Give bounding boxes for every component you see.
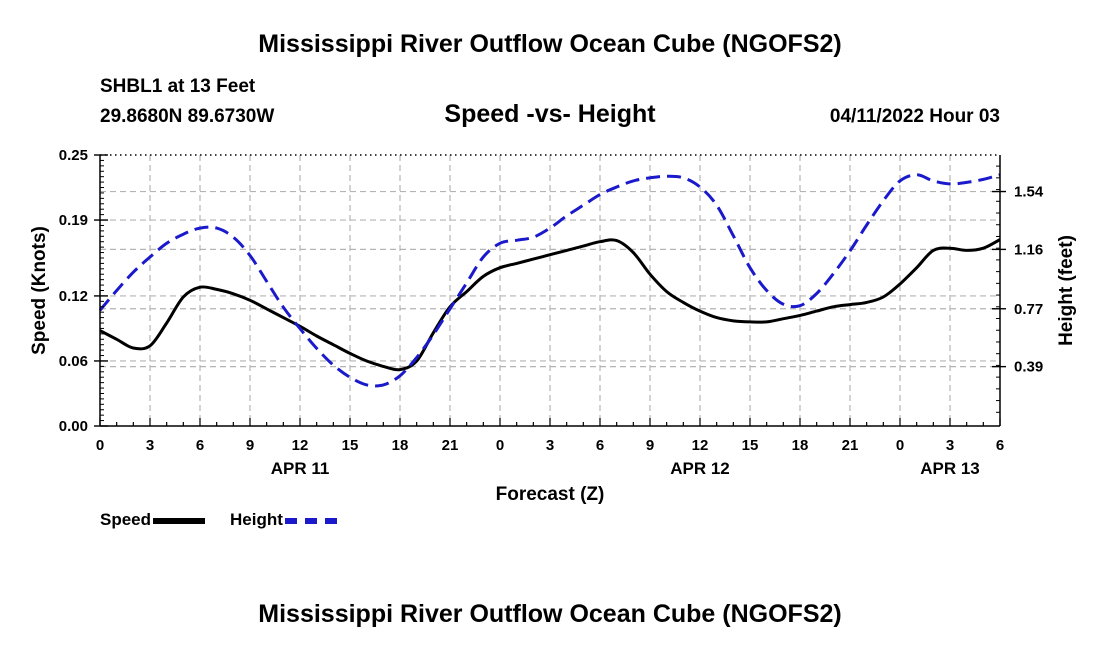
page-title: Mississippi River Outflow Ocean Cube (NG… (258, 30, 842, 58)
y-axis-title: Speed (Knots) (29, 226, 50, 355)
station-label: SHBL1 at 13 Feet (100, 76, 256, 97)
x-tick-label: 3 (546, 437, 554, 454)
y2-tick-label: 1.54 (1014, 184, 1044, 201)
y2-axis-title: Height (feet) (1056, 235, 1077, 346)
x-tick-label: 15 (742, 437, 759, 454)
speed-series-line (99, 238, 1001, 372)
y-tick-label: 0.06 (59, 353, 88, 370)
x-tick-label: 9 (646, 437, 654, 454)
x-tick-label: 0 (496, 437, 504, 454)
x-tick-label: 0 (896, 437, 904, 454)
chart-series (98, 173, 1001, 388)
height-series-line (98, 173, 1001, 388)
y2-tick-label: 0.77 (1014, 301, 1043, 318)
x-date-label: APR 13 (920, 459, 980, 478)
x-tick-label: 6 (596, 437, 604, 454)
x-tick-label: 21 (842, 437, 859, 454)
x-tick-label: 18 (392, 437, 409, 454)
chart-axes (94, 154, 1006, 427)
y-tick-label: 0.25 (59, 147, 88, 164)
legend-height-swatch (284, 517, 337, 524)
y2-tick-label: 0.39 (1014, 359, 1043, 376)
x-tick-label: 12 (292, 437, 309, 454)
x-date-label: APR 12 (670, 459, 730, 478)
y-tick-label: 0.00 (59, 418, 88, 435)
x-tick-label: 18 (792, 437, 809, 454)
legend-speed-swatch (153, 517, 206, 524)
station-coordinates: 29.8680N 89.6730W (100, 106, 275, 127)
x-tick-label: 21 (442, 437, 459, 454)
x-tick-label: 6 (996, 437, 1004, 454)
x-date-label: APR 11 (271, 459, 330, 478)
y2-tick-label: 1.16 (1014, 241, 1043, 258)
x-tick-label: 3 (946, 437, 954, 454)
legend-speed-label: Speed (100, 510, 152, 529)
x-tick-label: 3 (146, 437, 154, 454)
x-axis-title: Forecast (Z) (496, 484, 605, 505)
y-tick-label: 0.12 (59, 288, 88, 305)
x-tick-label: 12 (692, 437, 709, 454)
legend-height: Height (230, 510, 337, 530)
chart-subtitle: Speed -vs- Height (444, 100, 656, 128)
chart-grid (100, 155, 1000, 426)
forecast-datetime: 04/11/2022 Hour 03 (829, 106, 1000, 127)
chart-labels: 0.00 0.06 0.12 0.19 0.25 0.39 0.77 1.16 1.54 0 3 6 9… (29, 147, 1077, 505)
x-tick-label: 9 (246, 437, 254, 454)
x-tick-label: 0 (96, 437, 104, 454)
x-tick-label: 6 (196, 437, 204, 454)
page-title-repeat: Mississippi River Outflow Ocean Cube (NG… (258, 600, 842, 628)
y-tick-label: 0.19 (59, 212, 88, 229)
legend-speed: Speed (100, 510, 206, 530)
legend-height-label: Height (230, 510, 283, 529)
x-tick-label: 15 (342, 437, 359, 454)
